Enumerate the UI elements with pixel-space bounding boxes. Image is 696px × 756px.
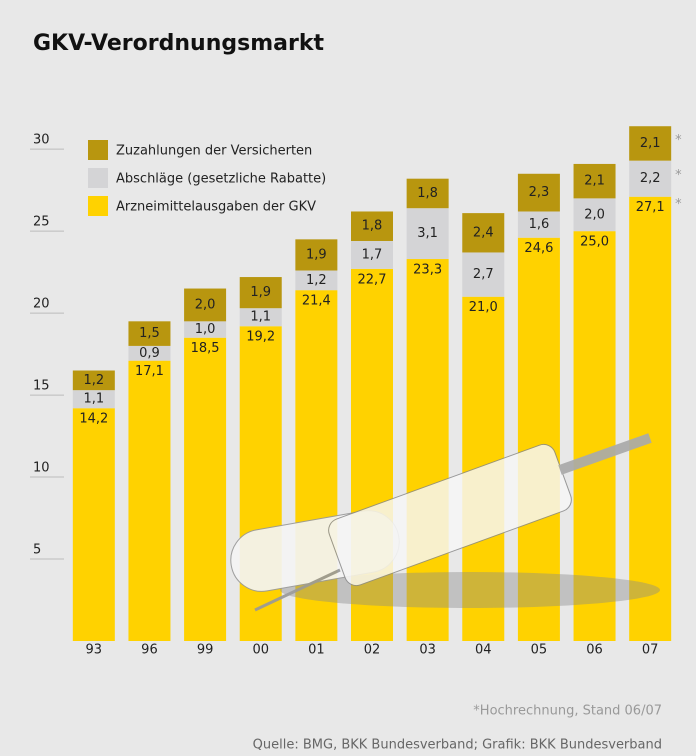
y-tick-label: 25 <box>33 215 50 230</box>
value-label: 2,3 <box>529 185 550 200</box>
value-label: 21,0 <box>469 300 498 315</box>
value-label: 21,4 <box>302 294 331 309</box>
legend: Zuzahlungen der Versicherten Abschläge (g… <box>88 140 326 216</box>
chart-title: GKV-Verordnungsmarkt <box>33 31 324 56</box>
value-label: 17,1 <box>135 364 164 379</box>
value-label: 1,7 <box>362 247 383 262</box>
legend-label: Zuzahlungen der Versicherten <box>116 144 312 159</box>
value-label: 3,1 <box>417 226 438 241</box>
page: GKV-Verordnungsmarkt 5 10 15 20 25 30 14,2 1,1 1… <box>0 0 696 756</box>
value-label: 1,5 <box>139 326 160 341</box>
legend-swatch <box>88 140 108 160</box>
bar-segment <box>629 197 671 641</box>
value-label: 1,6 <box>529 217 550 232</box>
footnote-marker: * <box>675 133 682 148</box>
value-label: 27,1 <box>636 200 665 215</box>
y-tick-label: 10 <box>33 461 50 476</box>
y-tick-label: 20 <box>33 297 50 312</box>
x-tick-label: 04 <box>475 643 492 658</box>
value-label: 2,4 <box>473 225 494 240</box>
source: Quelle: BMG, BKK Bundesverband; Grafik: … <box>253 738 662 753</box>
x-tick-label: 01 <box>308 643 325 658</box>
value-label: 18,5 <box>191 341 220 356</box>
value-label: 25,0 <box>580 235 609 250</box>
legend-label: Abschläge (gesetzliche Rabatte) <box>116 172 326 187</box>
bar-segment <box>240 326 282 641</box>
value-label: 1,1 <box>83 392 104 407</box>
footnote-marker: * <box>675 168 682 183</box>
value-label: 24,6 <box>524 241 553 256</box>
x-tick-label: 00 <box>252 643 269 658</box>
legend-swatch <box>88 168 108 188</box>
value-label: 1,9 <box>306 247 327 262</box>
value-label: 1,2 <box>83 373 104 388</box>
legend-label: Arzneimittelausgaben der GKV <box>116 200 316 215</box>
value-label: 1,8 <box>417 186 438 201</box>
value-label: 2,0 <box>195 297 216 312</box>
bar-segment <box>184 338 226 641</box>
y-tick-label: 15 <box>33 379 50 394</box>
footnote: *Hochrechnung, Stand 06/07 <box>473 704 662 719</box>
value-label: 2,0 <box>584 207 605 222</box>
value-label: 23,3 <box>413 263 442 278</box>
footnote-marker: * <box>675 197 682 212</box>
y-tick-label: 30 <box>33 133 50 148</box>
value-label: 2,1 <box>584 174 605 189</box>
x-tick-label: 99 <box>197 643 214 658</box>
value-label: 1,8 <box>362 219 383 234</box>
x-tick-label: 96 <box>141 643 158 658</box>
value-label: 19,2 <box>246 330 275 345</box>
bar-segment <box>128 361 170 641</box>
value-label: 14,2 <box>79 412 108 427</box>
x-tick-label: 06 <box>586 643 603 658</box>
y-tick-label: 5 <box>33 543 41 558</box>
value-label: 0,9 <box>139 346 160 361</box>
value-label: 1,0 <box>195 322 216 337</box>
x-tick-label: 07 <box>642 643 659 658</box>
value-label: 22,7 <box>358 272 387 287</box>
value-label: 1,9 <box>250 285 271 300</box>
bar-segment <box>73 408 115 641</box>
value-label: 1,1 <box>250 310 271 325</box>
value-label: 1,2 <box>306 273 327 288</box>
value-label: 2,7 <box>473 267 494 282</box>
value-label: 2,2 <box>640 171 661 186</box>
x-tick-label: 93 <box>86 643 103 658</box>
x-tick-label: 03 <box>419 643 436 658</box>
x-tick-label: 05 <box>531 643 548 658</box>
chart: GKV-Verordnungsmarkt 5 10 15 20 25 30 14,2 1,1 1… <box>0 0 696 756</box>
legend-swatch <box>88 196 108 216</box>
value-label: 2,1 <box>640 136 661 151</box>
x-tick-label: 02 <box>364 643 381 658</box>
